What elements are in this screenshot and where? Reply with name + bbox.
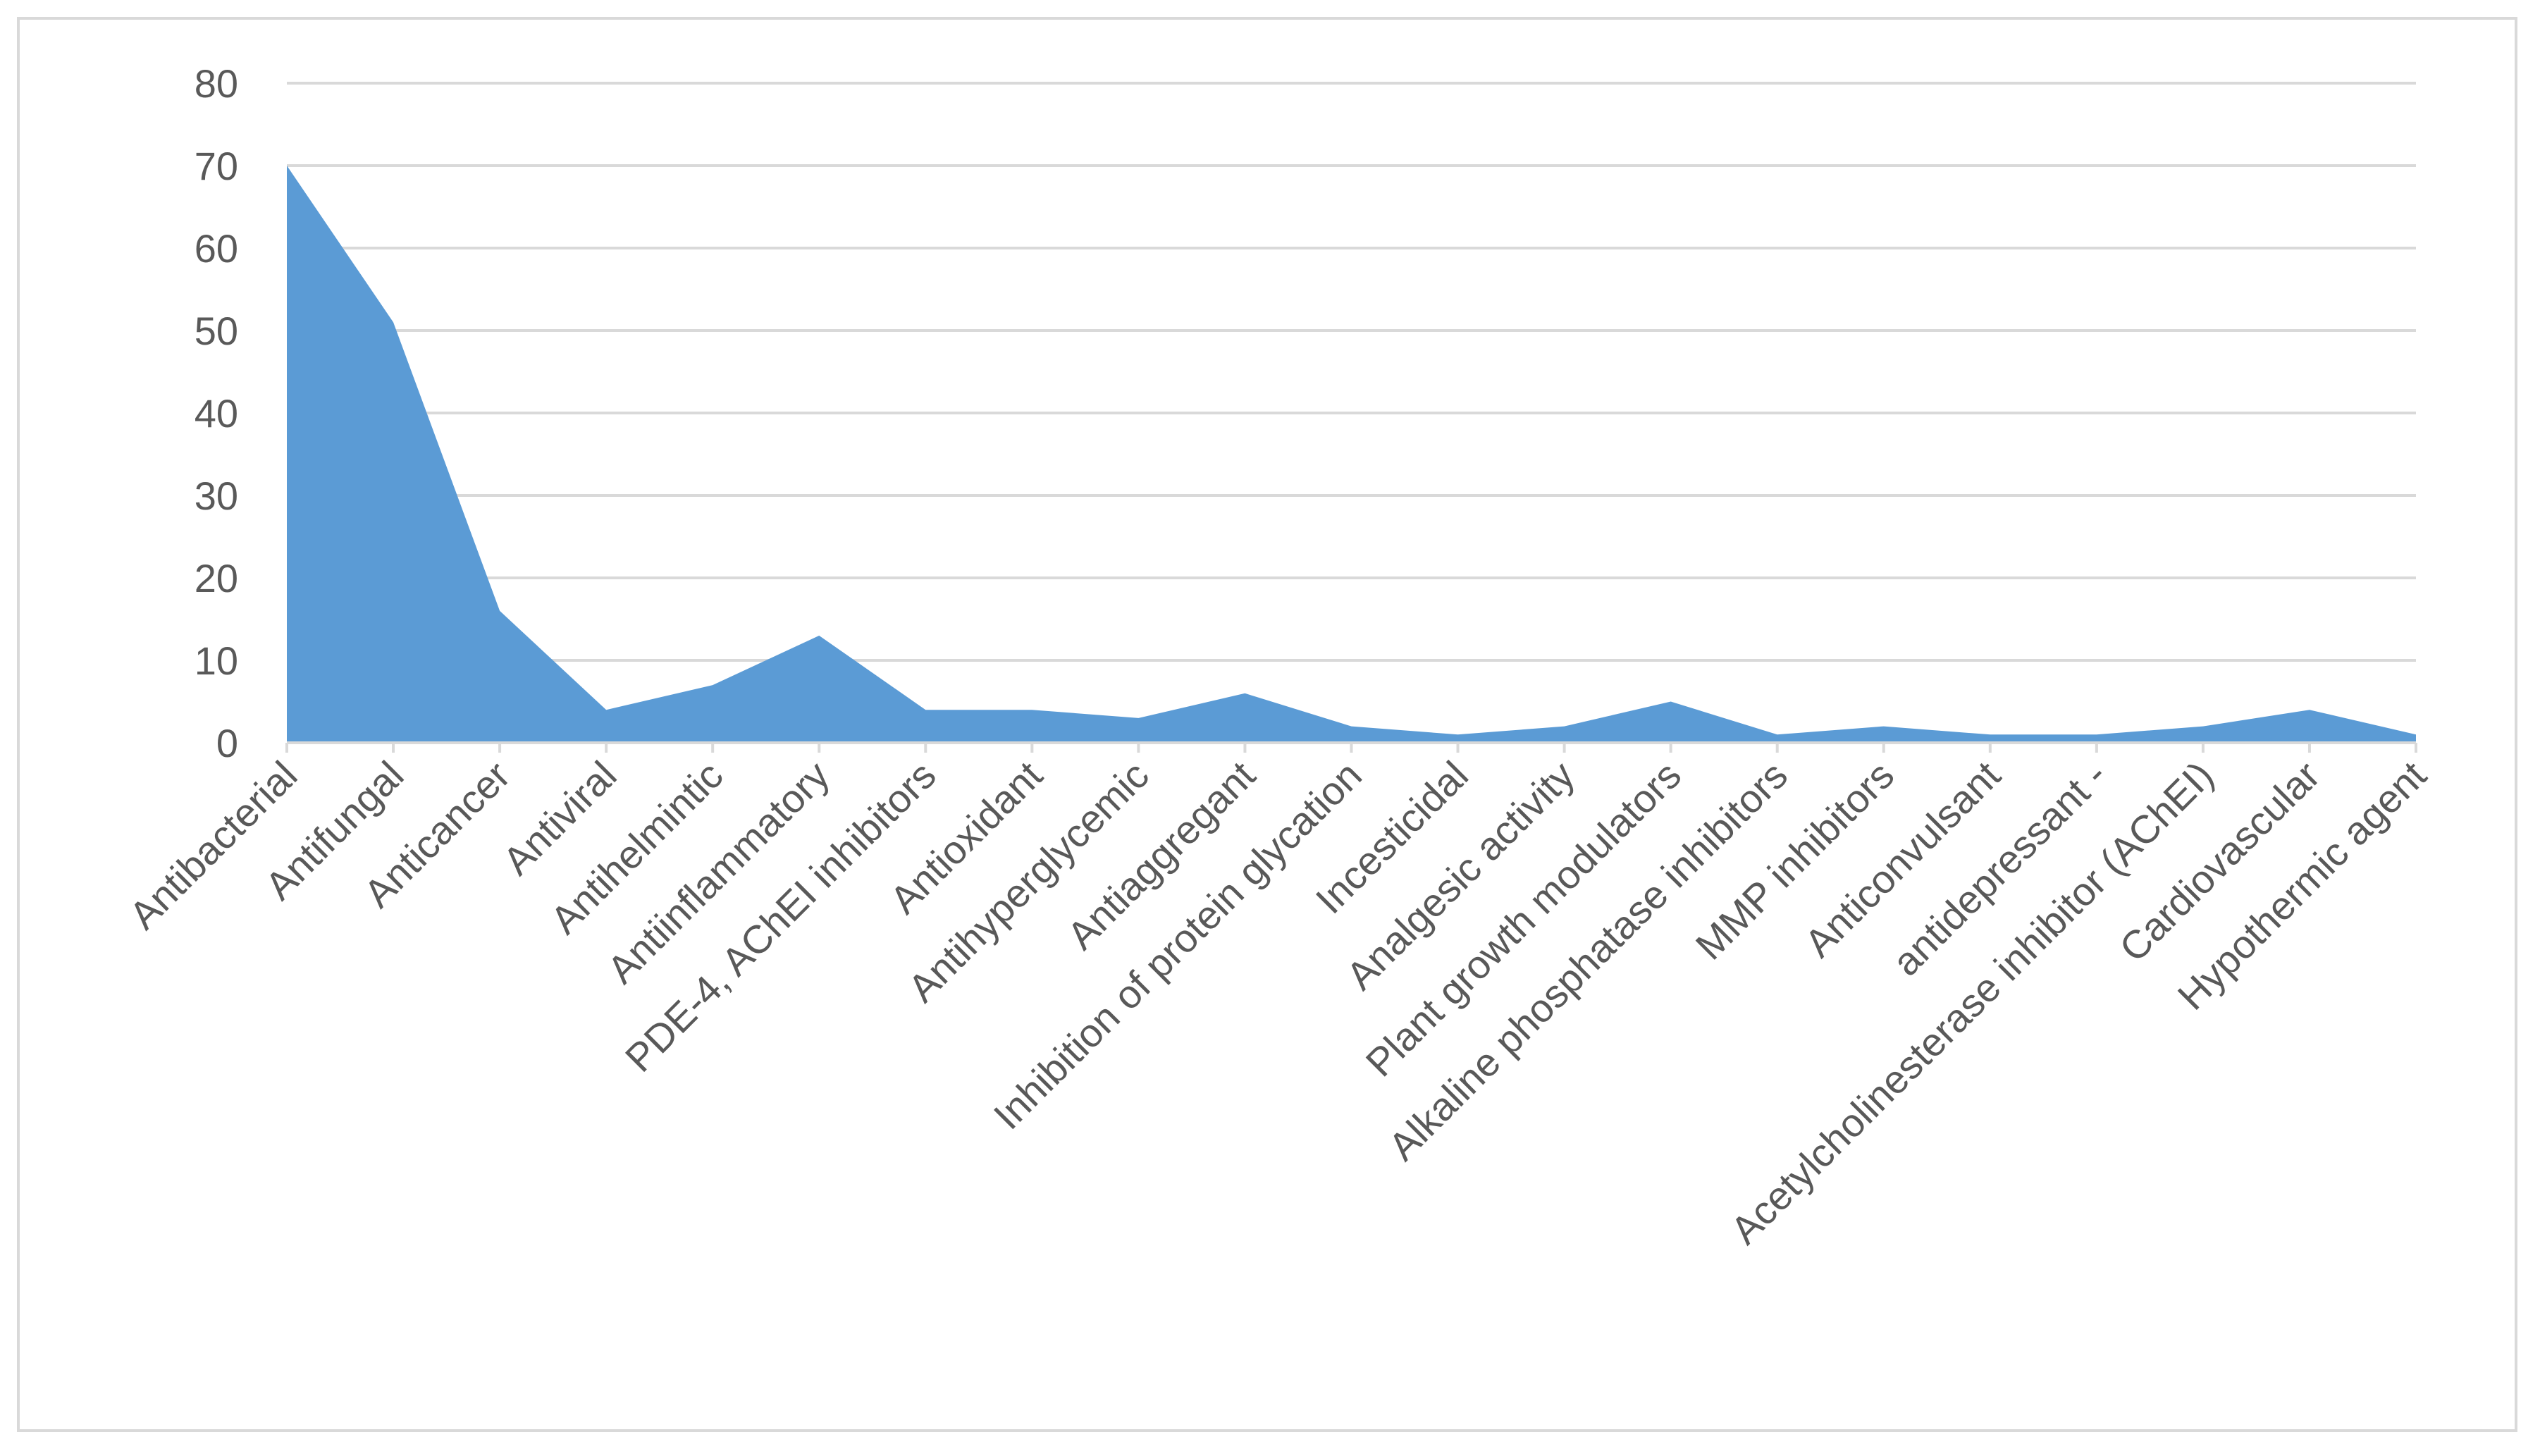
gridlines	[287, 82, 2416, 662]
area-fill	[287, 166, 2416, 743]
x-axis	[285, 741, 2417, 753]
y-tick-label: 40	[195, 391, 238, 436]
y-tick-label: 10	[195, 638, 238, 683]
y-tick-label: 0	[216, 721, 238, 765]
y-axis-tick-labels: 0 10 20 30 40 50 60 70 80	[195, 61, 238, 765]
y-tick-label: 70	[195, 144, 238, 188]
y-tick-label: 60	[195, 226, 238, 271]
x-category-label: Antiaggregant	[1059, 753, 1264, 958]
y-tick-label: 50	[195, 309, 238, 353]
area-series	[287, 166, 2416, 743]
y-tick-label: 20	[195, 556, 238, 600]
x-axis-tick-labels: AntibacterialAntifungalAnticancerAntivir…	[121, 753, 2435, 1253]
x-category-label: Antibacterial	[121, 753, 305, 937]
y-tick-label: 30	[195, 474, 238, 518]
y-tick-label: 80	[195, 61, 238, 106]
